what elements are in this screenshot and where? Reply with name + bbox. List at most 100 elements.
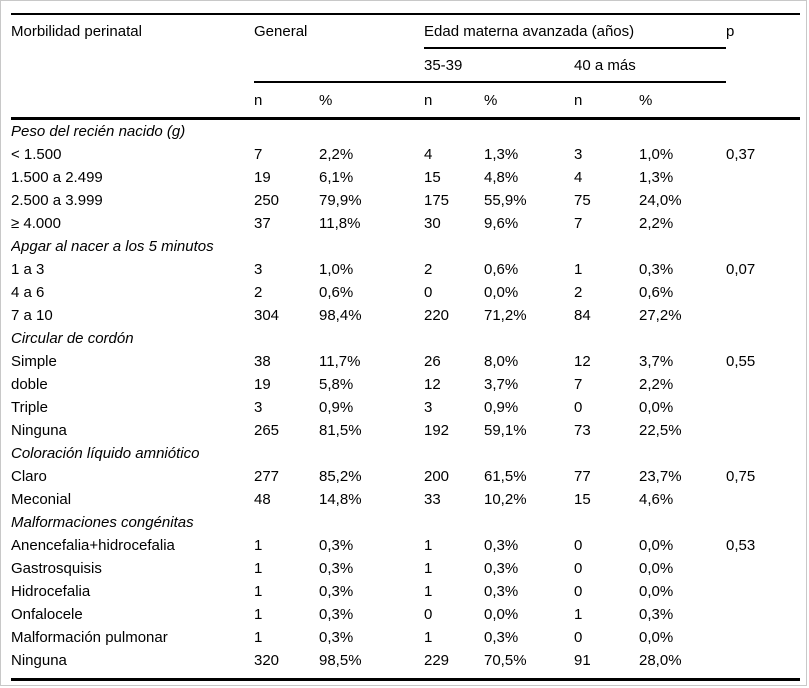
p-value [726,281,800,304]
data-cell: 79,9% [319,192,362,209]
column-subgroup-35-39: 35-39 [424,48,574,83]
data-cell: 19 [254,376,271,393]
data-cell: 27,2% [639,307,682,324]
row-label: 2.500 a 3.999 [11,192,103,209]
table-row: doble 19 5,8% 12 3,7% 7 2,2% [11,373,800,396]
data-cell: 320 [254,652,280,669]
data-cell: 0,0% [484,606,519,623]
table-row: Hidrocefalia 1 0,3% 1 0,3% 0 0,0% [11,580,800,603]
data-cell: 5,8% [319,376,354,393]
column-header-pct-35-39: % [484,82,574,120]
row-label: Ninguna [11,652,67,669]
data-cell: 0,0% [639,629,674,646]
column-header-n-general: n [254,82,319,120]
data-cell: 8,0% [484,353,519,370]
data-cell: 55,9% [484,192,527,209]
column-header-morbidity: Morbilidad perinatal [11,23,142,40]
data-cell: 0,9% [484,399,519,416]
section-row: Malformaciones congénitas [11,511,800,534]
data-cell: 0,3% [319,537,354,554]
data-cell: 0,0% [484,284,519,301]
header-row-groups: Morbilidad perinatal General Edad matern… [11,14,800,49]
data-cell: 71,2% [484,307,527,324]
table-row: Malformación pulmonar 1 0,3% 1 0,3% 0 0,0% [11,626,800,649]
p-value [726,580,800,603]
data-cell: 26 [424,353,441,370]
data-cell: 192 [424,422,450,439]
section-row: Coloración líquido amniótico [11,442,800,465]
header-row-subgroups: 35-39 40 a más [11,48,800,83]
data-cell: 1 [574,261,583,278]
data-cell: 304 [254,307,280,324]
data-cell: 0 [424,284,433,301]
header-spacer [726,82,801,120]
section-label: Coloración líquido amniótico [11,445,200,462]
data-cell: 77 [574,468,591,485]
section-label: Malformaciones congénitas [11,514,194,531]
table-body: Peso del recién nacido (g) < 1.500 7 2,2% 4 1… [11,119,800,673]
table-row: Gastrosquisis 1 0,3% 1 0,3% 0 0,0% [11,557,800,580]
data-cell: 22,5% [639,422,682,439]
data-cell: 37 [254,215,271,232]
row-label: Gastrosquisis [11,560,102,577]
header-spacer-general [254,48,424,83]
header-row-measures: n % n % n % [11,82,801,120]
data-cell: 4,8% [484,169,519,186]
data-cell: 2 [574,284,583,301]
data-cell: 3 [574,146,583,163]
row-label: Hidrocefalia [11,583,91,600]
section-row: Apgar al nacer a los 5 minutos [11,235,800,258]
column-group-general: General [254,23,308,40]
data-cell: 0,0% [639,583,674,600]
table-row: Simple 38 11,7% 26 8,0% 12 3,7% 0,55 [11,350,800,373]
data-cell: 7 [574,215,583,232]
column-header-pct-general: % [319,82,424,120]
table-row: 4 a 6 2 0,6% 0 0,0% 2 0,6% [11,281,800,304]
data-cell: 3 [254,261,263,278]
p-value [726,373,800,396]
data-cell: 220 [424,307,450,324]
p-value [726,189,800,212]
data-cell: 48 [254,491,271,508]
p-value [726,419,800,442]
header-spacer [11,48,254,82]
p-value: 0,53 [726,537,756,554]
data-cell: 12 [574,353,591,370]
p-value [726,488,800,511]
data-cell: 0,6% [484,261,519,278]
table-row: Onfalocele 1 0,3% 0 0,0% 1 0,3% [11,603,800,626]
data-cell: 4 [574,169,583,186]
table-row: Ninguna 265 81,5% 192 59,1% 73 22,5% [11,419,800,442]
data-cell: 1 [424,560,433,577]
data-cell: 0,3% [639,261,674,278]
table-row: 1.500 a 2.499 19 6,1% 15 4,8% 4 1,3% [11,166,800,189]
data-cell: 2,2% [319,146,354,163]
p-value [726,212,800,235]
p-value: 0,07 [726,261,756,278]
table-row: 2.500 a 3.999 250 79,9% 175 55,9% 75 24,0% [11,189,800,212]
data-cell: 0 [574,629,583,646]
data-cell: 0,9% [319,399,354,416]
column-subgroup-40-plus: 40 a más [574,48,727,83]
data-cell: 91 [574,652,591,669]
data-cell: 2,2% [639,215,674,232]
data-cell: 229 [424,652,450,669]
data-cell: 0,0% [639,537,674,554]
data-cell: 81,5% [319,422,362,439]
data-cell: 1 [424,583,433,600]
data-cell: 175 [424,192,450,209]
row-label: 7 a 10 [11,307,53,324]
data-cell: 2 [254,284,263,301]
row-label: doble [11,376,48,393]
table-row: Claro 277 85,2% 200 61,5% 77 23,7% 0,75 [11,465,800,488]
table-row: < 1.500 7 2,2% 4 1,3% 3 1,0% 0,37 [11,143,800,166]
data-cell: 2,2% [639,376,674,393]
data-cell: 0,3% [319,583,354,600]
data-cell: 1,3% [484,146,519,163]
data-cell: 0 [574,583,583,600]
column-header-pct-40-plus: % [639,82,727,120]
data-cell: 70,5% [484,652,527,669]
data-cell: 1 [254,606,263,623]
data-cell: 1 [424,629,433,646]
